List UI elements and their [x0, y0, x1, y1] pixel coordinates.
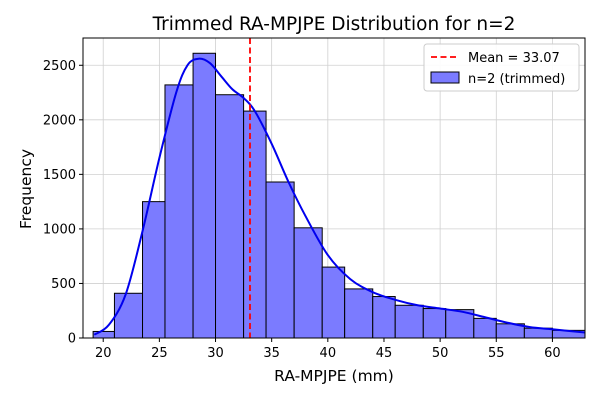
- kde-curve: [93, 57, 586, 336]
- plot-area: 20 25 30 35 40 45 50 55 60 0 500 1000 1500 2000 2500: [43, 37, 586, 361]
- x-tick-label: 45: [376, 346, 393, 361]
- y-tick-label: 500: [51, 277, 76, 292]
- x-tick-label: 35: [263, 346, 280, 361]
- histogram-bar: [243, 110, 267, 339]
- y-tick-label: 2500: [43, 59, 76, 74]
- x-tick-label: 20: [95, 346, 112, 361]
- x-tick-label: 30: [207, 346, 224, 361]
- x-tick-label: 50: [432, 346, 449, 361]
- chart-title: Trimmed RA-MPJPE Distribution for n=2: [152, 14, 516, 35]
- x-tick-label: 40: [320, 346, 337, 361]
- histogram-bar: [344, 288, 374, 339]
- histogram-bar: [113, 292, 144, 339]
- y-tick-label: 0: [68, 332, 76, 347]
- y-tick-label: 1500: [43, 168, 76, 183]
- x-tick-label: 25: [151, 346, 168, 361]
- x-tick-label: 55: [488, 346, 505, 361]
- histogram-bar: [265, 181, 295, 339]
- legend-hist-label: n=2 (trimmed): [468, 72, 565, 87]
- legend-box: [423, 43, 580, 92]
- histogram-bar: [372, 296, 396, 339]
- histogram-bar: [473, 317, 497, 339]
- histogram-bar: [293, 227, 323, 339]
- legend: Mean = 33.07 n=2 (trimmed): [423, 43, 580, 92]
- histogram-bar: [164, 84, 194, 339]
- y-tick-label: 1000: [43, 222, 76, 237]
- legend-hist-swatch: [430, 71, 460, 84]
- histogram-bar: [142, 201, 166, 339]
- y-tick-label: 2000: [43, 113, 76, 128]
- y-axis-title: Frequency: [17, 149, 35, 229]
- histogram-bar: [321, 266, 346, 339]
- legend-mean-label: Mean = 33.07: [468, 51, 560, 66]
- histogram-bar: [192, 52, 217, 339]
- x-tick-label: 60: [544, 346, 561, 361]
- histogram-bar: [215, 94, 245, 339]
- histogram-bar: [422, 308, 447, 339]
- x-axis-title: RA-MPJPE (mm): [274, 367, 394, 385]
- histogram-bar: [394, 304, 424, 339]
- plot-frame: [82, 37, 586, 339]
- histogram-bar: [445, 309, 475, 339]
